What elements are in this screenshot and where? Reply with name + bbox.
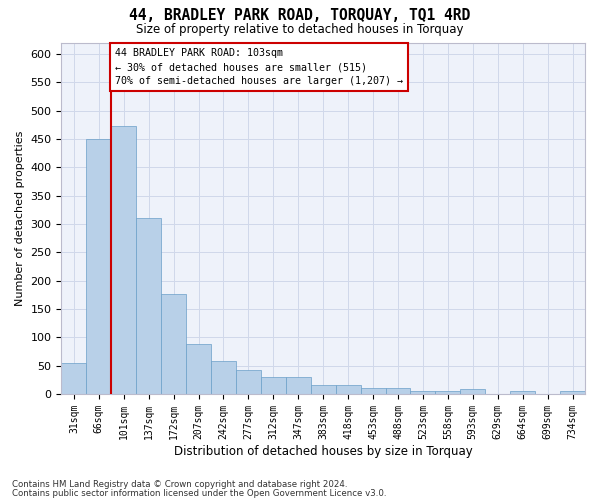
Bar bbox=[111, 126, 136, 394]
Bar bbox=[286, 377, 311, 394]
Bar bbox=[136, 218, 161, 394]
Text: Contains HM Land Registry data © Crown copyright and database right 2024.: Contains HM Land Registry data © Crown c… bbox=[12, 480, 347, 489]
Bar bbox=[460, 390, 485, 394]
Bar bbox=[61, 363, 86, 394]
Bar bbox=[335, 386, 361, 394]
X-axis label: Distribution of detached houses by size in Torquay: Distribution of detached houses by size … bbox=[174, 444, 473, 458]
Text: 44 BRADLEY PARK ROAD: 103sqm
← 30% of detached houses are smaller (515)
70% of s: 44 BRADLEY PARK ROAD: 103sqm ← 30% of de… bbox=[115, 48, 403, 86]
Bar bbox=[211, 361, 236, 394]
Bar bbox=[236, 370, 261, 394]
Y-axis label: Number of detached properties: Number of detached properties bbox=[15, 130, 25, 306]
Bar bbox=[261, 377, 286, 394]
Bar bbox=[361, 388, 386, 394]
Bar bbox=[510, 391, 535, 394]
Bar bbox=[560, 391, 585, 394]
Bar bbox=[311, 386, 335, 394]
Text: 44, BRADLEY PARK ROAD, TORQUAY, TQ1 4RD: 44, BRADLEY PARK ROAD, TORQUAY, TQ1 4RD bbox=[130, 8, 470, 22]
Bar bbox=[410, 390, 436, 394]
Bar bbox=[86, 139, 111, 394]
Bar bbox=[386, 388, 410, 394]
Bar bbox=[186, 344, 211, 394]
Text: Contains public sector information licensed under the Open Government Licence v3: Contains public sector information licen… bbox=[12, 488, 386, 498]
Bar bbox=[161, 294, 186, 394]
Text: Size of property relative to detached houses in Torquay: Size of property relative to detached ho… bbox=[136, 22, 464, 36]
Bar bbox=[436, 390, 460, 394]
